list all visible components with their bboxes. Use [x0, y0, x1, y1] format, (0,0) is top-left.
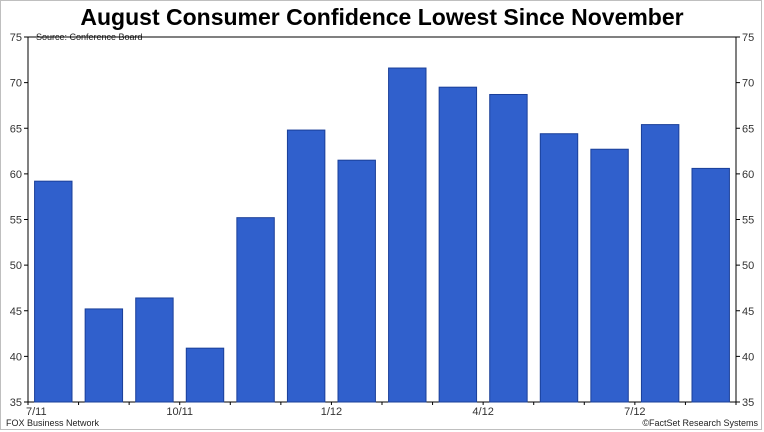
footer-right: ©FactSet Research Systems: [642, 418, 758, 428]
y-tick-label-right: 70: [742, 78, 754, 90]
y-tick-label-right: 55: [742, 215, 754, 227]
x-tick-label: 10/11: [166, 406, 193, 418]
y-tick-label-right: 50: [742, 260, 754, 272]
bar: [34, 180, 73, 403]
x-tick-label: 4/12: [472, 406, 493, 418]
bar: [489, 93, 528, 403]
y-tick-label-right: 75: [742, 32, 754, 44]
y-tick-label-left: 50: [10, 260, 22, 272]
x-tick-label: 7/12: [624, 406, 645, 418]
y-tick-label-right: 35: [742, 397, 754, 409]
bar: [185, 347, 225, 403]
plot-area: 35 35 40 40 45 45 50 50 55 55 60 60 65 65 70 70 75 75 7/11…: [10, 32, 755, 418]
y-tick-label-left: 60: [10, 169, 22, 181]
bar: [388, 67, 427, 403]
y-tick-label-left: 35: [10, 397, 22, 409]
y-tick-label-right: 65: [742, 123, 754, 135]
y-tick-label-left: 75: [10, 32, 22, 44]
plot-border: [27, 36, 737, 403]
bar: [590, 148, 629, 403]
y-tick-label-left: 55: [10, 215, 22, 227]
bar: [539, 133, 579, 403]
bar: [640, 124, 680, 403]
chart-title: August Consumer Confidence Lowest Since …: [80, 4, 683, 30]
y-tick-label-left: 40: [10, 351, 22, 363]
x-tick-label: 1/12: [321, 406, 342, 418]
footer-left: FOX Business Network: [6, 418, 100, 428]
y-tick-label-right: 40: [742, 351, 754, 363]
y-tick-label-right: 60: [742, 169, 754, 181]
y-tick-label-left: 45: [10, 306, 22, 318]
bar: [286, 129, 326, 403]
bar: [84, 308, 124, 403]
y-tick-label-right: 45: [742, 306, 754, 318]
y-tick-label-left: 65: [10, 123, 22, 135]
bar: [691, 167, 730, 403]
y-tick-label-left: 70: [10, 78, 22, 90]
bar: [438, 86, 478, 403]
bar: [236, 217, 275, 403]
bar: [337, 159, 376, 403]
x-tick-label: 7/11: [26, 406, 47, 418]
bar: [135, 297, 174, 403]
